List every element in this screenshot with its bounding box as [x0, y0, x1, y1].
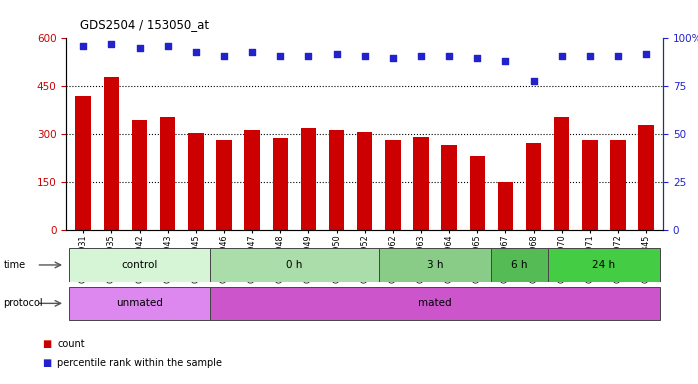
Bar [379, 248, 491, 281]
Point [387, 55, 399, 61]
Bar [210, 287, 660, 320]
Text: ■: ■ [42, 358, 51, 368]
Point [359, 53, 370, 59]
Bar [554, 117, 570, 230]
Text: ■: ■ [42, 339, 51, 349]
Bar [75, 96, 91, 230]
Bar [441, 145, 457, 230]
Point [162, 43, 173, 49]
Text: 6 h: 6 h [511, 260, 528, 270]
Bar [357, 132, 373, 230]
Bar [610, 140, 626, 230]
Point [556, 53, 567, 59]
Point [303, 53, 314, 59]
Bar [385, 140, 401, 230]
Point [584, 53, 595, 59]
Bar [216, 140, 232, 230]
Text: unmated: unmated [116, 298, 163, 308]
Point [218, 53, 230, 59]
Bar [69, 248, 210, 281]
Point [77, 43, 89, 49]
Bar [498, 182, 513, 230]
Bar [526, 143, 542, 230]
Text: count: count [57, 339, 85, 349]
Text: GDS2504 / 153050_at: GDS2504 / 153050_at [80, 18, 209, 31]
Bar [210, 248, 379, 281]
Point [641, 51, 652, 57]
Bar [69, 287, 210, 320]
Bar [160, 117, 175, 230]
Point [331, 51, 342, 57]
Point [443, 53, 454, 59]
Point [500, 58, 511, 65]
Bar [103, 77, 119, 230]
Text: 24 h: 24 h [593, 260, 616, 270]
Bar [244, 129, 260, 230]
Text: percentile rank within the sample: percentile rank within the sample [57, 358, 222, 368]
Bar [639, 126, 654, 230]
Text: 0 h: 0 h [286, 260, 302, 270]
Bar [470, 156, 485, 230]
Text: control: control [121, 260, 158, 270]
Bar [413, 137, 429, 230]
Bar [548, 248, 660, 281]
Point [415, 53, 426, 59]
Bar [582, 140, 597, 230]
Bar [301, 128, 316, 230]
Text: protocol: protocol [3, 298, 43, 308]
Bar [491, 248, 548, 281]
Point [612, 53, 623, 59]
Point [106, 41, 117, 47]
Text: 3 h: 3 h [427, 260, 443, 270]
Bar [132, 120, 147, 230]
Bar [188, 133, 204, 230]
Point [275, 53, 286, 59]
Point [472, 55, 483, 61]
Bar [272, 138, 288, 230]
Bar [329, 129, 344, 230]
Text: mated: mated [418, 298, 452, 308]
Point [134, 45, 145, 51]
Point [528, 78, 539, 84]
Point [246, 49, 258, 55]
Point [191, 49, 202, 55]
Text: time: time [3, 260, 26, 270]
